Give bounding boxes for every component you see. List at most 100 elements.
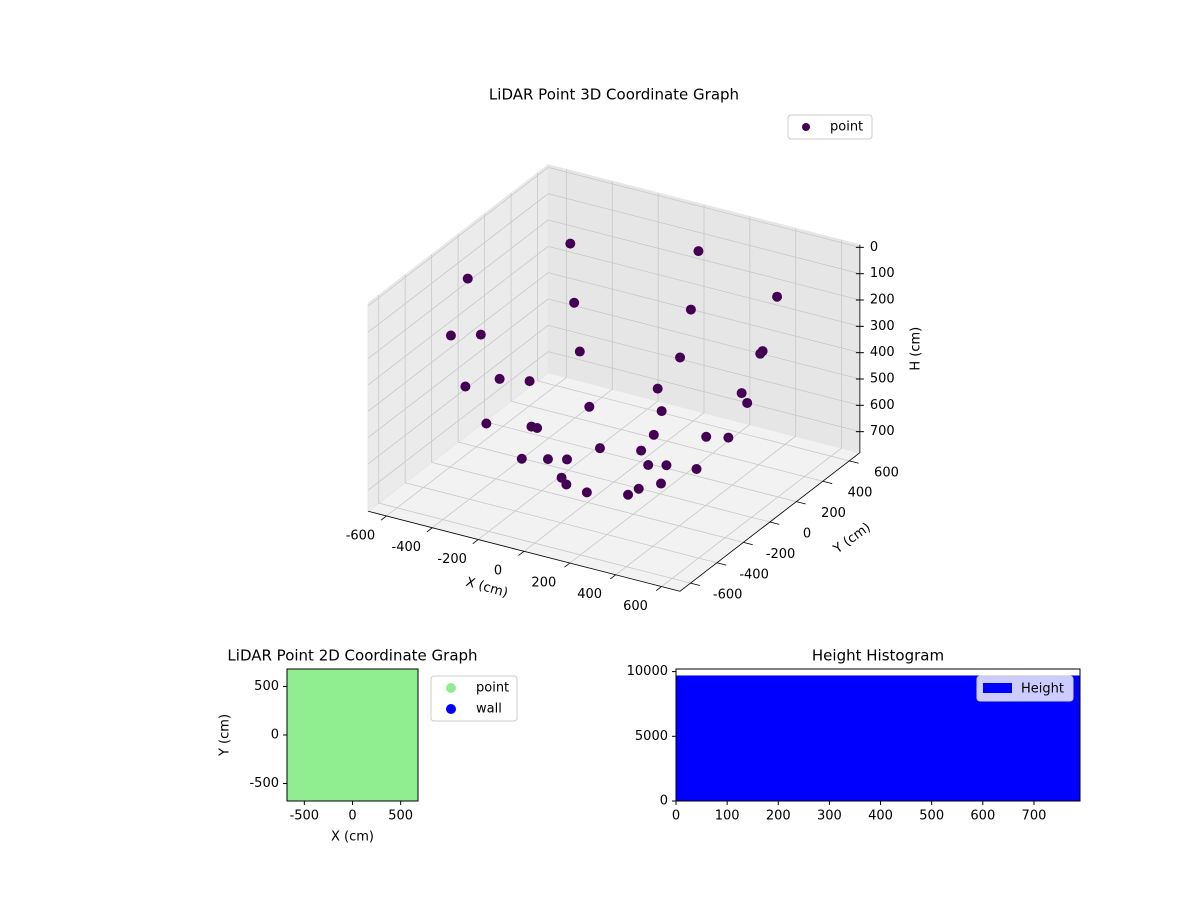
y-tick-label: 0 <box>803 527 811 542</box>
data-point <box>757 346 768 357</box>
x-tick-label: 600 <box>623 599 648 614</box>
plot-area <box>287 669 418 801</box>
data-point <box>445 330 456 341</box>
tick-mark <box>518 550 525 556</box>
x-tick-label: 0 <box>672 809 680 824</box>
y-tick-label: 0 <box>271 728 279 743</box>
data-point <box>565 238 576 249</box>
data-point <box>652 383 663 394</box>
y-axis-label: Y (cm) <box>830 520 874 557</box>
chart-title: Height Histogram <box>812 647 944 665</box>
x-tick-label: 200 <box>766 809 791 824</box>
tick-mark <box>380 515 387 521</box>
data-point <box>584 401 595 412</box>
grid-line <box>367 193 549 333</box>
data-point <box>526 421 537 432</box>
z-tick-label: 100 <box>870 266 895 281</box>
grid-line <box>510 400 823 482</box>
data-point <box>661 460 672 471</box>
x-tick-label: -500 <box>290 809 320 824</box>
x-tick-label: 700 <box>1022 809 1047 824</box>
data-point <box>655 478 666 489</box>
data-point <box>742 397 753 408</box>
tick-mark <box>769 521 780 525</box>
z-axis-label: H (cm) <box>908 327 923 371</box>
y-tick-label: 400 <box>848 486 873 501</box>
x-tick-label: 500 <box>919 809 944 824</box>
data-point <box>633 483 644 494</box>
grid-line <box>378 502 691 584</box>
tick-mark <box>655 586 662 592</box>
x-tick-label: 400 <box>868 809 893 824</box>
legend-marker <box>446 704 456 714</box>
y-tick-label: 0 <box>660 794 668 809</box>
x-axis-label: X (cm) <box>464 575 509 601</box>
tick-mark <box>849 460 859 464</box>
grid-line <box>548 166 860 248</box>
y-tick-label: 5000 <box>635 729 668 744</box>
x-tick-label: 600 <box>970 809 995 824</box>
grid-line <box>431 461 744 543</box>
x-axis-label: X (cm) <box>331 830 374 845</box>
data-point <box>675 352 686 363</box>
grid-line <box>367 272 549 412</box>
data-point <box>772 291 783 302</box>
axis-line <box>679 452 861 592</box>
tick-mark <box>564 562 571 568</box>
data-point <box>723 432 734 443</box>
legend-marker <box>802 123 810 131</box>
x-tick-label: 0 <box>348 809 356 824</box>
data-point <box>475 329 486 340</box>
data-point <box>636 445 647 456</box>
tick-mark <box>472 539 479 544</box>
y-axis-label: Y (cm) <box>218 714 233 757</box>
grid-line <box>484 421 797 503</box>
x-tick-label: 300 <box>817 809 842 824</box>
tick-mark <box>716 562 727 566</box>
data-point <box>736 388 747 399</box>
data-point <box>556 472 567 483</box>
z-tick-label: 200 <box>870 293 895 308</box>
data-point <box>569 297 580 308</box>
grid-line <box>548 219 860 301</box>
grid-line <box>458 441 770 523</box>
data-point <box>524 376 535 387</box>
data-point <box>542 454 553 465</box>
tick-mark <box>610 574 616 580</box>
x-tick-label: 200 <box>531 575 556 590</box>
data-point <box>623 489 634 500</box>
tick-mark <box>690 582 700 586</box>
grid-line <box>367 298 549 438</box>
data-point <box>574 346 585 357</box>
x-tick-label: -600 <box>346 528 376 543</box>
y-tick-label: -200 <box>766 547 796 562</box>
legend-marker <box>446 683 456 693</box>
x-tick-label: 400 <box>577 587 602 602</box>
legend-label: Height <box>1021 682 1064 697</box>
axes-frame <box>675 668 1081 802</box>
chart-title: LiDAR Point 3D Coordinate Graph <box>489 86 739 104</box>
grid-line <box>367 325 549 465</box>
grid-line <box>548 245 860 327</box>
tick-mark <box>822 480 833 485</box>
legend-marker <box>983 683 1012 693</box>
z-tick-label: 700 <box>870 424 895 439</box>
grid-line <box>367 246 549 386</box>
tick-mark <box>743 541 753 546</box>
y-tick-label: -500 <box>249 776 279 791</box>
tick-mark <box>426 527 433 533</box>
y-tick-label: -600 <box>713 588 743 603</box>
legend-label: wall <box>476 702 502 717</box>
grid-line <box>548 193 860 275</box>
legend-label: point <box>476 681 509 696</box>
x-tick-label: 0 <box>494 564 502 579</box>
x-tick-label: 100 <box>715 809 740 824</box>
chart-title: LiDAR Point 2D Coordinate Graph <box>227 647 477 665</box>
axis-line <box>368 510 680 592</box>
data-point <box>494 373 505 384</box>
data-point <box>693 246 704 257</box>
data-point <box>594 443 605 454</box>
y-tick-label: 500 <box>254 679 279 694</box>
y-tick-label: 10000 <box>627 664 668 679</box>
